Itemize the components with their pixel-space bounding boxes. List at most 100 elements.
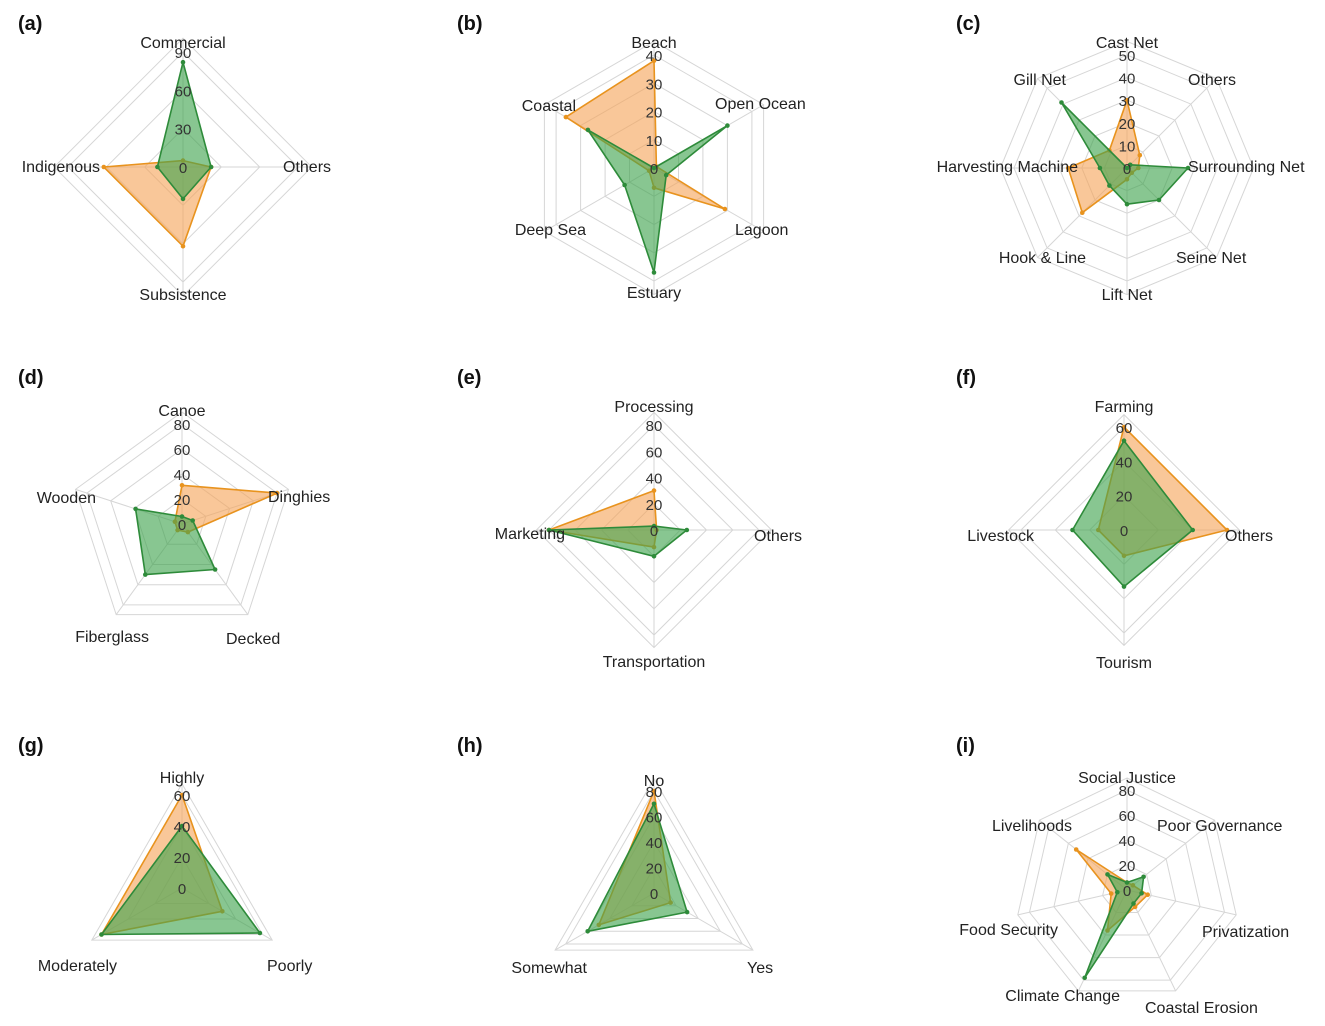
tick-label: 60 bbox=[174, 788, 191, 805]
series-green-area bbox=[1083, 873, 1145, 979]
series-green-point-food-security bbox=[1115, 889, 1120, 895]
axis-label-others: Others bbox=[1225, 528, 1273, 545]
axis-label-gill-net: Gill Net bbox=[1014, 72, 1067, 89]
tick-label: 20 bbox=[646, 105, 663, 122]
panel-label: (b) bbox=[457, 13, 483, 35]
tick-label: 40 bbox=[646, 471, 663, 488]
series-green-point-processing bbox=[651, 523, 657, 529]
series-orange-point-others bbox=[1224, 527, 1230, 533]
series-orange-point-indigenous bbox=[101, 164, 107, 170]
series-green-point-cast-net bbox=[1124, 165, 1130, 171]
axis-label-coastal: Coastal bbox=[522, 98, 576, 115]
series-green-point-others bbox=[684, 527, 690, 533]
tick-label: 50 bbox=[1119, 48, 1136, 65]
series-green-point-dinghies bbox=[190, 518, 195, 523]
tick-label: 40 bbox=[174, 819, 191, 836]
series-green-point-lagoon bbox=[663, 172, 669, 178]
series-green-point-livestock bbox=[1070, 527, 1075, 533]
tick-label: 60 bbox=[174, 442, 191, 459]
series-green-point-canoe bbox=[179, 514, 185, 519]
tick-label: 60 bbox=[1116, 420, 1133, 437]
tick-label: 20 bbox=[174, 492, 191, 509]
panel-label: (f) bbox=[956, 367, 976, 389]
axis-label-yes: Yes bbox=[747, 960, 773, 977]
grid-ring bbox=[564, 789, 744, 945]
axis-label-somewhat: Somewhat bbox=[511, 960, 587, 977]
axis-label-fiberglass: Fiberglass bbox=[75, 629, 149, 646]
axis-label-dinghies: Dinghies bbox=[268, 489, 330, 506]
series-orange-point-privatization bbox=[1145, 892, 1150, 897]
axis-label-estuary: Estuary bbox=[627, 285, 681, 302]
series-green-point-marketing bbox=[546, 527, 552, 533]
grid-outer-ring bbox=[74, 411, 290, 616]
tick-label: 80 bbox=[1119, 783, 1136, 800]
series-green-point-decked bbox=[212, 567, 218, 572]
series-orange-point-beach bbox=[651, 58, 657, 63]
series-green-point-indigenous bbox=[155, 164, 160, 170]
series-orange-point-others bbox=[1137, 152, 1143, 158]
axis-spoke bbox=[1017, 889, 1128, 916]
series-green-point-transportation bbox=[651, 554, 657, 559]
grid-ring bbox=[1077, 839, 1177, 936]
tick-label: 0 bbox=[650, 161, 658, 178]
series-green-point-somewhat bbox=[585, 929, 590, 934]
axis-label-decked: Decked bbox=[226, 631, 280, 648]
series-green-point-moderately bbox=[99, 932, 104, 937]
tick-label: 20 bbox=[1119, 116, 1136, 133]
series-green-point-tourism bbox=[1121, 584, 1127, 589]
series-green-area bbox=[100, 825, 261, 936]
series-green-point-livelihoods bbox=[1105, 872, 1110, 877]
axis-label-highly: Highly bbox=[160, 770, 204, 787]
tick-label: 60 bbox=[175, 83, 192, 100]
tick-label: 60 bbox=[646, 444, 663, 461]
series-orange-point-food-security bbox=[1108, 891, 1114, 896]
axis-label-processing: Processing bbox=[614, 399, 693, 416]
series-green-point-yes bbox=[684, 909, 690, 915]
panel-label: (a) bbox=[18, 13, 42, 35]
tick-label: 60 bbox=[646, 810, 663, 827]
series-orange-point-livelihoods bbox=[1073, 847, 1079, 852]
radar-panel-e: (e) 0 20 40 60 80 Processing Others Transportati… bbox=[457, 367, 802, 671]
tick-label: 40 bbox=[646, 48, 663, 65]
axis-label-open-ocean: Open Ocean bbox=[715, 96, 806, 113]
series-green-point-beach bbox=[651, 165, 657, 171]
axis-label-livelihoods: Livelihoods bbox=[992, 818, 1072, 835]
tick-label: 20 bbox=[646, 861, 663, 878]
tick-label: 20 bbox=[1116, 489, 1133, 506]
tick-label: 30 bbox=[175, 122, 192, 139]
axis-label-climate-change: Climate Change bbox=[1005, 988, 1120, 1005]
series-orange-point-no bbox=[651, 788, 657, 794]
axis-label-commercial: Commercial bbox=[140, 35, 225, 52]
panel-label: (c) bbox=[956, 13, 980, 35]
series-orange-point-highly bbox=[179, 792, 185, 798]
tick-label: 80 bbox=[174, 417, 191, 434]
tick-label: 40 bbox=[1119, 71, 1136, 88]
axis-label-canoe: Canoe bbox=[158, 403, 205, 420]
panel-label: (e) bbox=[457, 367, 481, 389]
tick-label: 80 bbox=[646, 784, 663, 801]
series-green-point-estuary bbox=[651, 270, 657, 275]
tick-label: 30 bbox=[1119, 93, 1136, 110]
axis-label-privatization: Privatization bbox=[1202, 924, 1289, 941]
radar-panel-f: (f) 0 20 40 60 Farming Others Tourism Livestock bbox=[956, 367, 1273, 672]
panel-label: (d) bbox=[18, 367, 44, 389]
series-orange-point-processing bbox=[651, 488, 657, 493]
series-green-point-coastal-erosion bbox=[1131, 901, 1136, 906]
axis-label-lift-net: Lift Net bbox=[1102, 287, 1153, 304]
tick-label: 20 bbox=[1119, 858, 1136, 875]
panel-label: (h) bbox=[457, 735, 483, 757]
tick-label: 90 bbox=[175, 45, 192, 62]
series-green-point-fiberglass bbox=[143, 572, 148, 577]
axis-label-marketing: Marketing bbox=[495, 526, 565, 543]
series-green-area bbox=[548, 525, 688, 558]
tick-label: 40 bbox=[1116, 454, 1133, 471]
tick-label: 80 bbox=[646, 418, 663, 435]
series-orange-point-coastal bbox=[563, 114, 569, 120]
series-green-point-highly bbox=[179, 823, 185, 829]
axis-label-surrounding-net: Surrounding Net bbox=[1188, 159, 1305, 176]
series-green-point-deep-sea bbox=[622, 182, 627, 188]
